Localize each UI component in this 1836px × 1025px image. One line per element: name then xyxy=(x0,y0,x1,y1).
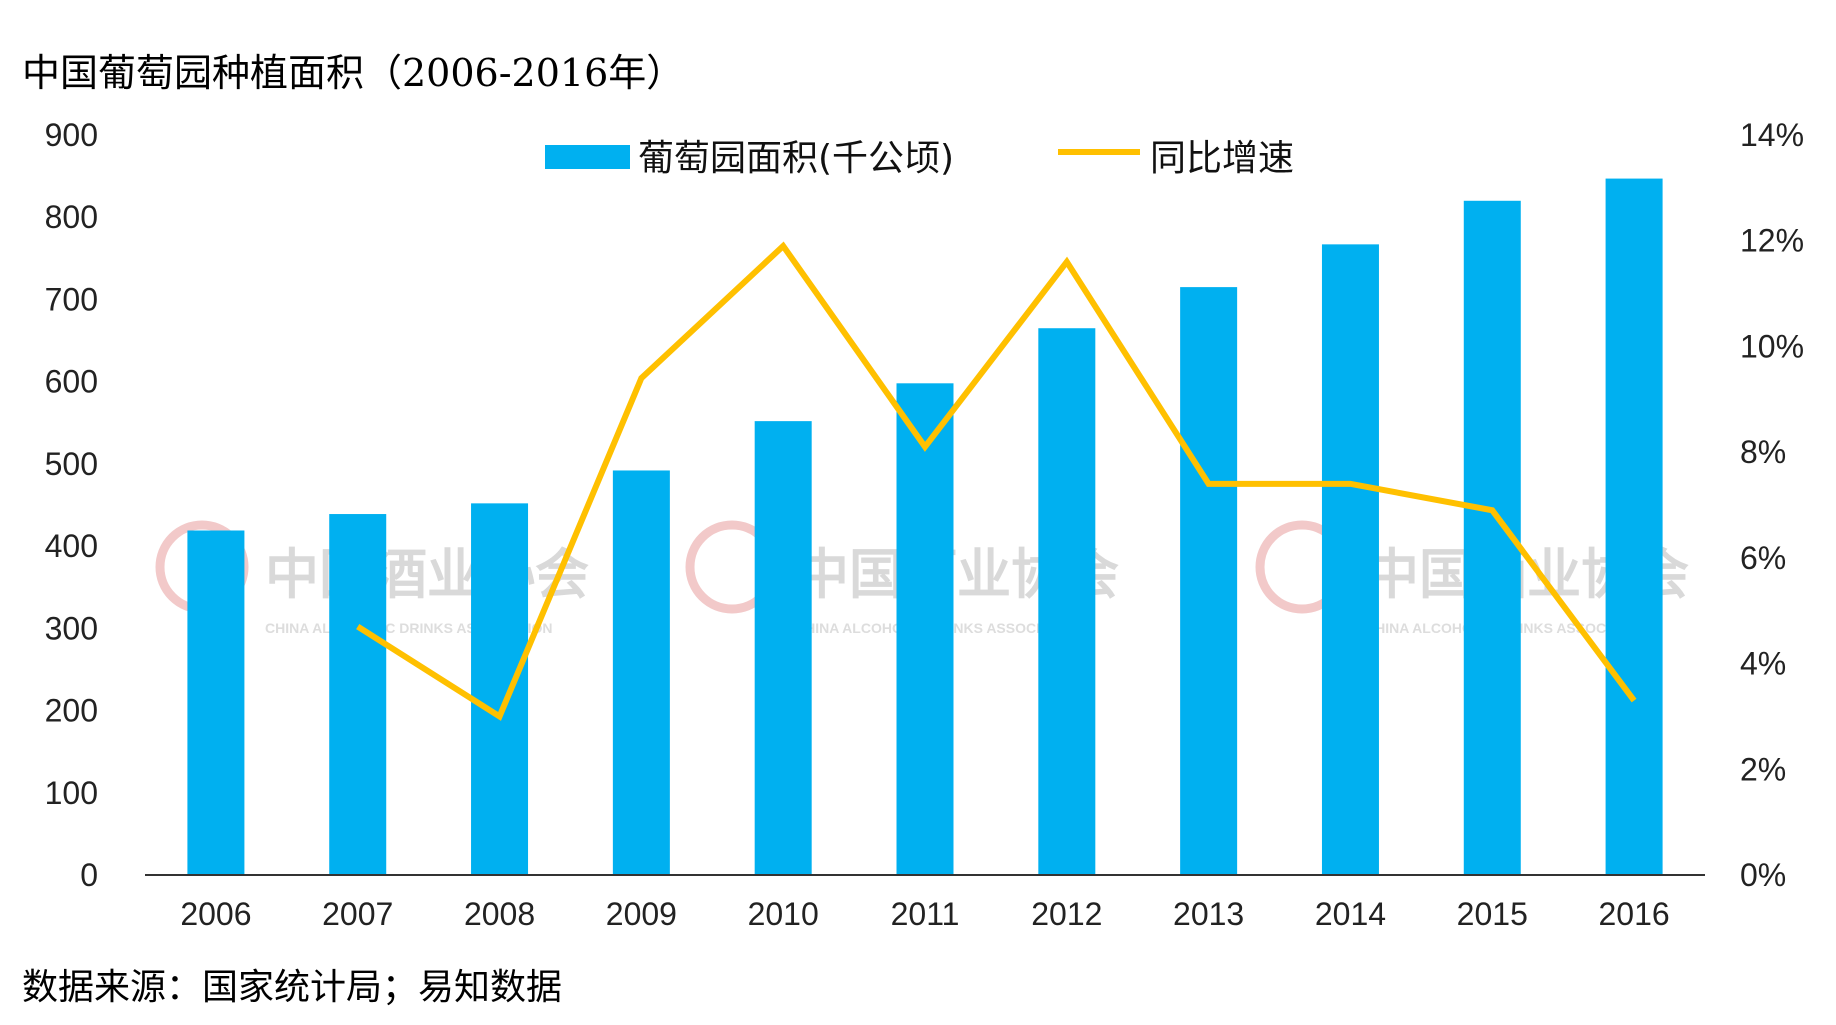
y-right-tick-label: 10% xyxy=(1740,328,1804,364)
y-right-tick-label: 8% xyxy=(1740,434,1786,470)
x-tick-label: 2009 xyxy=(606,896,677,932)
y-left-tick-label: 900 xyxy=(45,117,98,153)
y-left-tick-label: 700 xyxy=(45,281,98,317)
bar-vineyard-area xyxy=(187,530,245,875)
x-tick-label: 2013 xyxy=(1173,896,1244,932)
y-left-tick-label: 600 xyxy=(45,364,98,400)
x-tick-label: 2012 xyxy=(1031,896,1102,932)
y-left-tick-label: 0 xyxy=(80,857,98,893)
data-source: 数据来源：国家统计局；易知数据 xyxy=(22,967,563,1008)
chart-title: 中国葡萄园种植面积（2006-2016年） xyxy=(22,51,685,95)
y-right-tick-label: 0% xyxy=(1740,857,1786,893)
bar-vineyard-area xyxy=(1180,287,1238,876)
bar-vineyard-area xyxy=(1038,328,1096,875)
line-growth-rate xyxy=(356,241,1637,721)
bar-vineyard-area xyxy=(471,503,529,875)
legend-line-label: 同比增速 xyxy=(1150,138,1294,179)
y-left-tick-label: 500 xyxy=(45,446,98,482)
x-tick-label: 2007 xyxy=(322,896,393,932)
x-tick-label: 2016 xyxy=(1598,896,1669,932)
bar-vineyard-area xyxy=(754,421,812,875)
y-left-tick-label: 800 xyxy=(45,199,98,235)
x-tick-label: 2006 xyxy=(180,896,251,932)
bar-vineyard-area xyxy=(896,383,954,875)
x-tick-label: 2011 xyxy=(891,896,960,932)
y-left-tick-label: 200 xyxy=(45,693,98,729)
y-right-tick-label: 6% xyxy=(1740,540,1786,576)
y-right-tick-label: 4% xyxy=(1740,646,1786,682)
watermark-text: 中国酒业协会 xyxy=(265,543,589,606)
legend-bar-swatch xyxy=(545,145,630,169)
y-right-tick-label: 14% xyxy=(1740,117,1804,153)
bar-vineyard-area xyxy=(1605,178,1663,876)
bar-vineyard-area xyxy=(1321,244,1379,875)
x-tick-label: 2010 xyxy=(748,896,819,932)
bar-vineyard-area xyxy=(329,514,387,875)
y-left-tick-label: 400 xyxy=(45,528,98,564)
x-tick-label: 2008 xyxy=(464,896,535,932)
bar-vineyard-area xyxy=(612,470,670,875)
y-left-tick-label: 300 xyxy=(45,610,98,646)
y-right-tick-label: 12% xyxy=(1740,223,1804,259)
y-left-tick-label: 100 xyxy=(45,775,98,811)
legend-bar-label: 葡萄园面积(千公顷) xyxy=(638,138,954,179)
x-tick-label: 2015 xyxy=(1457,896,1528,932)
y-right-tick-label: 2% xyxy=(1740,751,1786,787)
x-tick-label: 2014 xyxy=(1315,896,1386,932)
